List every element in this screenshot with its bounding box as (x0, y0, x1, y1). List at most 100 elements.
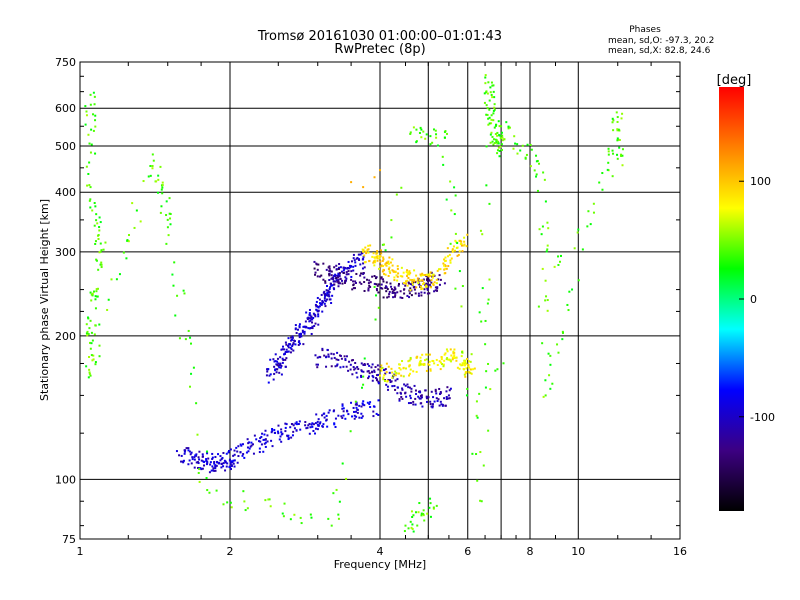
x-tick-label: 8 (527, 545, 534, 558)
echo-point (332, 492, 335, 495)
echo-point (276, 360, 279, 363)
echo-point (280, 348, 283, 351)
echo-point (385, 286, 388, 289)
echo-point (290, 422, 293, 425)
echo-point (368, 364, 371, 367)
echo-point (621, 148, 624, 151)
echo-point (311, 321, 314, 324)
echo-point (334, 365, 337, 368)
echo-point (340, 279, 343, 282)
echo-point (361, 258, 364, 261)
echo-point (545, 250, 548, 253)
echo-point (203, 460, 206, 463)
echo-point (314, 427, 317, 430)
echo-point (404, 280, 407, 283)
echo-point (160, 188, 163, 191)
echo-point (360, 412, 363, 415)
echo-point (535, 160, 538, 163)
echo-point (356, 408, 359, 411)
echo-point (94, 307, 97, 310)
echo-point (363, 266, 366, 269)
echo-point (90, 354, 93, 357)
echo-point (436, 269, 439, 272)
echo-point (352, 410, 355, 413)
echo-point (312, 423, 315, 426)
echo-point (92, 113, 95, 116)
echo-point (314, 354, 317, 357)
echo-point (408, 374, 411, 377)
echo-point (396, 265, 399, 268)
echo-point (496, 368, 499, 371)
phase-stats-o: mean, sd,O: -97.3, 20.2 (608, 36, 714, 46)
echo-point (327, 517, 330, 520)
echo-point (616, 139, 619, 142)
echo-point (368, 279, 371, 282)
echo-point (88, 355, 91, 358)
echo-point (358, 404, 361, 407)
echo-point (273, 360, 276, 363)
echo-point (298, 326, 301, 329)
echo-point (341, 282, 344, 285)
echo-point (337, 280, 340, 283)
echo-point (396, 386, 399, 389)
echo-point (225, 465, 228, 468)
echo-point (243, 500, 246, 503)
echo-point (394, 292, 397, 295)
echo-point (286, 344, 289, 347)
echo-point (440, 403, 443, 406)
echo-point (446, 350, 449, 353)
echo-point (230, 460, 233, 463)
echo-point (411, 523, 414, 526)
echo-point (384, 286, 387, 289)
echo-point (349, 363, 352, 366)
echo-point (93, 202, 96, 205)
echo-point (241, 443, 244, 446)
echo-point (326, 291, 329, 294)
echo-point (264, 445, 267, 448)
echo-point (371, 363, 374, 366)
echo-point (538, 228, 541, 231)
echo-point (312, 312, 315, 315)
echo-point (377, 368, 380, 371)
echo-point (232, 462, 235, 465)
echo-point (434, 388, 437, 391)
echo-point (98, 216, 101, 219)
echo-point (274, 353, 277, 356)
echo-point (325, 414, 328, 417)
echo-point (443, 397, 446, 400)
echo-point (339, 277, 342, 280)
echo-point (451, 250, 454, 253)
echo-point (398, 399, 401, 402)
echo-point (91, 292, 94, 295)
echo-point (432, 128, 435, 131)
echo-point (425, 273, 428, 276)
x-tick-label: 2 (227, 545, 234, 558)
echo-point (427, 277, 430, 280)
echo-point (342, 269, 345, 272)
echo-point (315, 262, 318, 265)
echo-point (90, 331, 93, 334)
echo-point (295, 429, 298, 432)
echo-point (377, 306, 380, 309)
echo-point (384, 285, 387, 288)
echo-point (390, 236, 393, 239)
echo-point (315, 308, 318, 311)
echo-point (326, 425, 329, 428)
echo-point (382, 268, 385, 271)
echo-point (313, 432, 316, 435)
echo-point (298, 420, 301, 423)
echo-point (468, 371, 471, 374)
echo-point (165, 214, 168, 217)
echo-point (451, 249, 454, 252)
echo-point (88, 142, 91, 145)
echo-point (199, 467, 202, 470)
echo-point (561, 338, 564, 341)
chart-title: Tromsø 20161030 01:00:00–01:01:43 (257, 29, 502, 44)
echo-point (100, 263, 103, 266)
echo-point (241, 454, 244, 457)
echo-point (94, 114, 97, 117)
echo-point (328, 295, 331, 298)
echo-point (485, 370, 488, 373)
echo-point (321, 349, 324, 352)
echo-point (617, 128, 620, 131)
